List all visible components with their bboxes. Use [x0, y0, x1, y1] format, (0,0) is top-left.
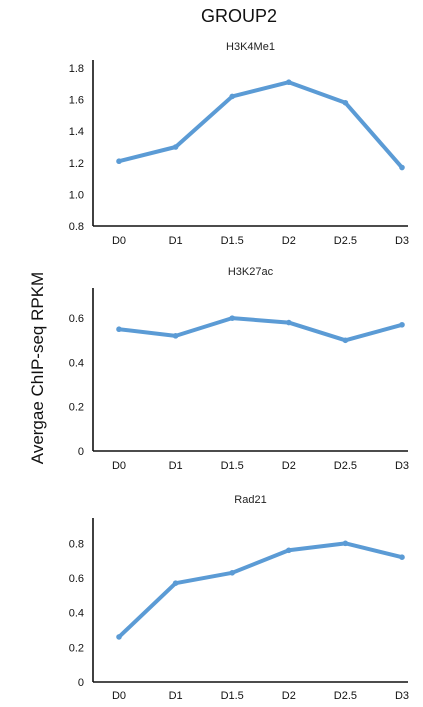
data-point — [286, 547, 292, 554]
series-line — [117, 80, 404, 170]
x-tick-label: D2.5 — [334, 690, 357, 702]
data-point — [342, 337, 349, 344]
data-point — [399, 554, 405, 560]
x-tick-label: D0 — [112, 690, 126, 702]
panel-title: Rad21 — [234, 494, 266, 506]
figure-title: GROUP2 — [200, 6, 278, 26]
x-tick-label: D0 — [112, 235, 126, 247]
y-tick-label: 0.2 — [69, 402, 84, 414]
x-tick-label: D2.5 — [334, 460, 357, 472]
x-tick-label: D3 — [395, 690, 409, 702]
x-tick-label: D2 — [282, 460, 296, 472]
y-tick-label: 1.2 — [69, 158, 84, 170]
data-point — [116, 326, 122, 333]
y-tick-label: 0 — [78, 677, 84, 689]
chart-panel-1: H3K4Me1 0.8 1.0 1.2 1.4 1.6 1.8 D0 D1 D1.5 D2 D2.5 D… — [69, 41, 409, 247]
x-tick-label: D1 — [169, 690, 183, 702]
data-point — [342, 540, 349, 547]
data-point — [286, 319, 292, 326]
y-tick-label: 0.6 — [69, 313, 84, 325]
data-point — [229, 315, 235, 321]
x-tick-label: D3 — [395, 460, 409, 472]
y-tick-label: 1.4 — [69, 126, 84, 138]
data-point — [229, 570, 235, 576]
data-point — [229, 93, 235, 100]
x-tick-label: D1.5 — [221, 460, 244, 472]
data-point — [172, 144, 179, 150]
y-tick-label: 0.4 — [69, 357, 84, 369]
y-tick-label: 1.6 — [69, 95, 84, 107]
x-tick-label: D1 — [169, 235, 183, 247]
data-point — [172, 333, 179, 339]
y-tick-label: 0.6 — [69, 573, 84, 585]
x-tick-label: D2 — [282, 690, 296, 702]
data-point — [286, 79, 292, 86]
x-tick-label: D0 — [112, 460, 126, 472]
series-line — [117, 541, 404, 639]
x-tick-label: D2 — [282, 235, 296, 247]
x-tick-label: D3 — [395, 235, 409, 247]
series-line — [117, 316, 404, 343]
panel-title: H3K27ac — [228, 266, 274, 278]
y-tick-label: 0.8 — [69, 538, 84, 550]
panel-title: H3K4Me1 — [226, 41, 275, 53]
y-tick-label: 0 — [78, 446, 84, 458]
chart-panel-2: H3K27ac 0 0.2 0.4 0.6 D0 D1 D1.5 D2 D2.5 D3 — [69, 266, 409, 472]
x-tick-label: D1 — [169, 460, 183, 472]
y-tick-label: 1.0 — [69, 189, 84, 201]
chart-panel-3: Rad21 0 0.2 0.4 0.6 0.8 D0 D1 D1.5 D2 D2.5 D3 — [69, 494, 409, 702]
y-tick-label: 1.8 — [69, 63, 84, 75]
y-tick-label: 0.8 — [69, 221, 84, 233]
data-point — [172, 580, 179, 586]
x-tick-label: D1.5 — [221, 235, 244, 247]
data-point — [399, 321, 405, 328]
data-point — [399, 164, 405, 171]
x-tick-label: D2.5 — [334, 235, 357, 247]
y-tick-label: 0.2 — [69, 642, 84, 654]
data-point — [116, 158, 122, 165]
data-point — [342, 99, 349, 106]
x-tick-label: D1.5 — [221, 690, 244, 702]
y-tick-label: 0.4 — [69, 608, 84, 620]
data-point — [116, 634, 122, 640]
